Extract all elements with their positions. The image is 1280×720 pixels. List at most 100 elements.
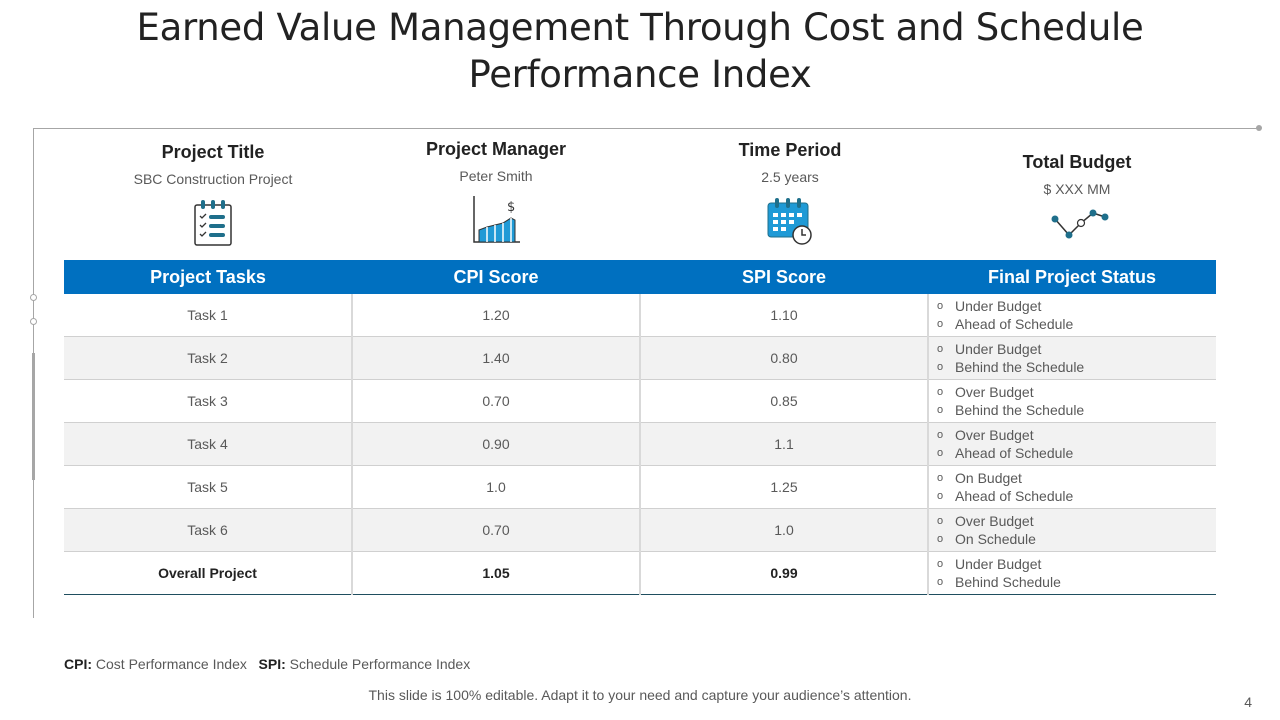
status-schedule: Behind the Schedule	[955, 359, 1085, 375]
task-cell: Task 3	[64, 379, 352, 423]
cpi-cell: 1.20	[351, 294, 640, 337]
bullet-icon: o	[937, 429, 944, 441]
table-row-overall: Overall Project 1.05 0.99 o Under Budget …	[64, 551, 1216, 595]
status-cell: o Under Budget o Behind the Schedule	[927, 336, 1216, 380]
table-row: Task 6 0.70 1.0 o Over Budget o On Schedul…	[64, 508, 1216, 552]
task-cell: Overall Project	[64, 551, 352, 595]
status-schedule: Behind Schedule	[955, 574, 1061, 590]
status-item: o Ahead of Schedule	[937, 487, 1216, 505]
header-final-status: Final Project Status	[928, 260, 1216, 294]
bullet-icon: o	[937, 300, 944, 312]
spi-cell: 1.1	[639, 422, 928, 466]
status-schedule: Ahead of Schedule	[955, 488, 1074, 504]
table-header-row: Project Tasks CPI Score SPI Score Final …	[64, 260, 1216, 294]
cpi-cell: 0.70	[351, 379, 640, 423]
bullet-icon: o	[937, 386, 944, 398]
title-line-2: Performance Index	[468, 53, 812, 96]
status-item: o Over Budget	[937, 426, 1216, 444]
cpi-cell: 1.05	[351, 551, 640, 595]
task-cell: Task 6	[64, 508, 352, 552]
status-schedule: Behind the Schedule	[955, 402, 1085, 418]
frame-circle-marker	[30, 294, 37, 301]
status-item: o Behind the Schedule	[937, 358, 1216, 376]
bullet-icon: o	[937, 343, 944, 355]
frame-line-top	[33, 128, 1259, 129]
bullet-icon: o	[937, 318, 944, 330]
table-row: Task 2 1.40 0.80 o Under Budget o Behind t…	[64, 336, 1216, 380]
status-budget: On Budget	[955, 470, 1022, 486]
spi-cell: 1.0	[639, 508, 928, 552]
abbreviation-legend: CPI: Cost Performance Index SPI: Schedul…	[64, 656, 470, 672]
cpi-cell: 1.40	[351, 336, 640, 380]
task-cell: Task 4	[64, 422, 352, 466]
spi-cell: 0.85	[639, 379, 928, 423]
info-heading: Total Budget	[1022, 152, 1132, 172]
table-row: Task 5 1.0 1.25 o On Budget o Ahead of Sch…	[64, 465, 1216, 509]
bullet-icon: o	[937, 447, 944, 459]
status-item: o On Budget	[937, 469, 1216, 487]
status-budget: Under Budget	[955, 298, 1042, 314]
header-cpi-score: CPI Score	[352, 260, 640, 294]
bullet-icon: o	[937, 472, 944, 484]
status-cell: o Under Budget o Ahead of Schedule	[927, 294, 1216, 337]
info-heading: Project Manager	[425, 139, 567, 159]
evm-table: Project Tasks CPI Score SPI Score Final …	[64, 260, 1216, 595]
frame-end-dot	[1256, 125, 1262, 131]
bullet-icon: o	[937, 404, 944, 416]
task-cell: Task 5	[64, 465, 352, 509]
status-schedule: Ahead of Schedule	[955, 316, 1074, 332]
status-item: o Ahead of Schedule	[937, 444, 1216, 462]
bullet-icon: o	[937, 361, 944, 373]
legend-cpi-full: Cost Performance Index	[95, 656, 247, 672]
checklist-notepad-icon	[187, 197, 239, 249]
spi-cell: 0.99	[639, 551, 928, 595]
status-item: o Over Budget	[937, 512, 1216, 530]
status-budget: Under Budget	[955, 556, 1042, 572]
bullet-icon: o	[937, 576, 944, 588]
status-budget: Under Budget	[955, 341, 1042, 357]
info-card-project-manager: Project Manager Peter Smith $	[366, 139, 626, 246]
status-item: o On Schedule	[937, 530, 1216, 548]
frame-thick-segment	[32, 353, 35, 480]
info-heading: Time Period	[738, 140, 842, 160]
status-cell: o Over Budget o Ahead of Schedule	[927, 422, 1216, 466]
legend-spi-abbr: SPI:	[258, 656, 286, 672]
status-budget: Over Budget	[955, 513, 1034, 529]
status-cell: o On Budget o Ahead of Schedule	[927, 465, 1216, 509]
status-schedule: Ahead of Schedule	[955, 445, 1074, 461]
legend-spi-full: Schedule Performance Index	[289, 656, 471, 672]
bullet-icon: o	[937, 558, 944, 570]
info-value: Peter Smith	[459, 168, 533, 184]
bullet-icon: o	[937, 490, 944, 502]
status-budget: Over Budget	[955, 384, 1034, 400]
spi-cell: 1.10	[639, 294, 928, 337]
status-item: o Over Budget	[937, 383, 1216, 401]
table-row: Task 1 1.20 1.10 o Under Budget o Ahead of…	[64, 294, 1216, 337]
status-schedule: On Schedule	[955, 531, 1036, 547]
svg-text:$: $	[507, 200, 515, 215]
bullet-icon: o	[937, 515, 944, 527]
spi-cell: 0.80	[639, 336, 928, 380]
header-project-tasks: Project Tasks	[64, 260, 352, 294]
title-line-1: Earned Value Management Through Cost and…	[136, 6, 1144, 49]
page-number: 4	[1244, 694, 1252, 710]
info-card-total-budget: Total Budget $ XXX MM	[947, 152, 1207, 247]
task-cell: Task 2	[64, 336, 352, 380]
line-graph-nodes-icon	[1051, 207, 1109, 247]
status-budget: Over Budget	[955, 427, 1034, 443]
footer-note: This slide is 100% editable. Adapt it to…	[368, 687, 912, 703]
cpi-cell: 0.70	[351, 508, 640, 552]
status-cell: o Under Budget o Behind Schedule	[927, 551, 1216, 595]
status-cell: o Over Budget o Behind the Schedule	[927, 379, 1216, 423]
task-cell: Task 1	[64, 294, 352, 337]
status-cell: o Over Budget o On Schedule	[927, 508, 1216, 552]
status-item: o Under Budget	[937, 340, 1216, 358]
table-row: Task 4 0.90 1.1 o Over Budget o Ahead of S…	[64, 422, 1216, 466]
status-item: o Under Budget	[937, 297, 1216, 315]
status-item: o Ahead of Schedule	[937, 315, 1216, 333]
growth-bar-chart-dollar-icon: $	[470, 194, 522, 246]
info-card-project-title: Project Title SBC Construction Project	[83, 142, 343, 249]
slide-title: Earned Value Management Through Cost and…	[0, 4, 1280, 98]
info-value: 2.5 years	[761, 169, 819, 185]
cpi-cell: 0.90	[351, 422, 640, 466]
